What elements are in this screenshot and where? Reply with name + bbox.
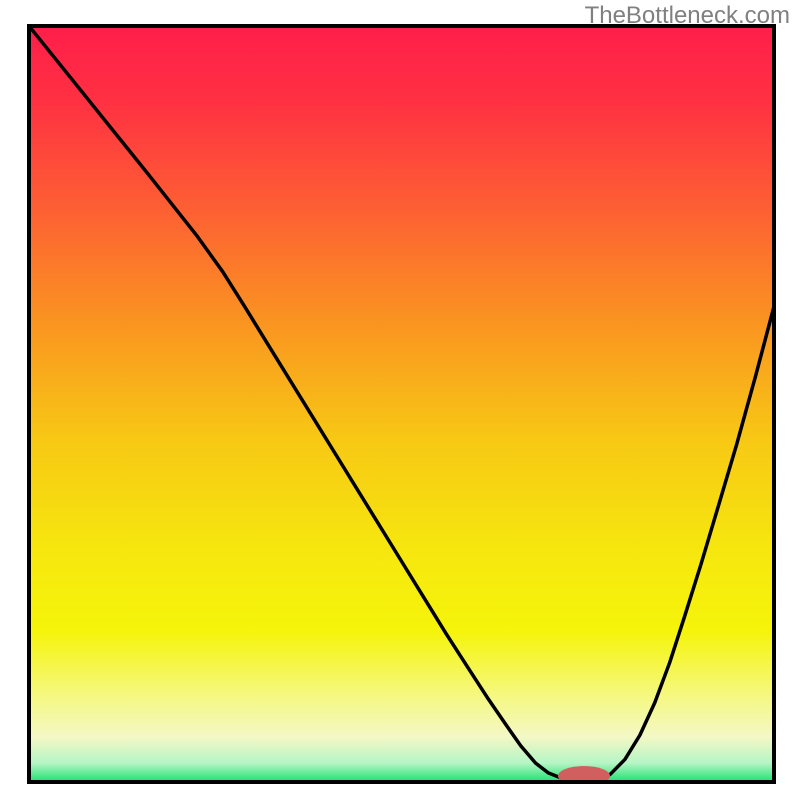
chart-stage: TheBottleneck.com <box>0 0 800 800</box>
gradient-background <box>29 26 774 782</box>
watermark-text: TheBottleneck.com <box>585 2 790 30</box>
plot-area <box>29 26 774 786</box>
chart-svg <box>0 0 800 800</box>
